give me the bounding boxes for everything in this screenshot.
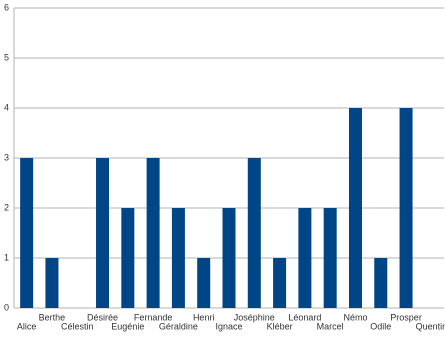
x-tick-label: Léonard	[288, 312, 321, 322]
y-tick-label: 4	[4, 102, 9, 112]
bar	[247, 158, 261, 308]
x-tick-label: Némo	[343, 312, 367, 322]
x-tick-label: Ignace	[215, 321, 242, 331]
y-tick-label: 1	[4, 252, 9, 262]
bar	[20, 158, 34, 308]
y-tick-label: 5	[4, 52, 9, 62]
bar	[121, 208, 135, 308]
x-tick-label: Alice	[17, 321, 37, 331]
x-tick-label: Célestin	[61, 321, 94, 331]
x-tick-label: Fernande	[134, 312, 173, 322]
x-tick-label: Quentin	[416, 321, 445, 331]
bar	[374, 258, 388, 308]
x-tick-label: Joséphine	[234, 312, 275, 322]
bar	[298, 208, 312, 308]
y-tick-label: 0	[4, 302, 9, 312]
bar	[96, 158, 110, 308]
y-tick-label: 2	[4, 202, 9, 212]
y-tick-label: 6	[4, 2, 9, 12]
x-tick-label: Kléber	[267, 321, 293, 331]
x-tick-label: Désirée	[87, 312, 118, 322]
x-tick-label: Eugénie	[111, 321, 144, 331]
bar	[222, 208, 236, 308]
bar	[171, 208, 185, 308]
bar	[146, 158, 160, 308]
x-tick-label: Odile	[370, 321, 391, 331]
x-tick-label: Henri	[193, 312, 215, 322]
bar	[323, 208, 337, 308]
bar	[197, 258, 211, 308]
bar	[399, 108, 413, 308]
bar	[348, 108, 362, 308]
x-tick-label: Prosper	[390, 312, 422, 322]
y-tick-label: 3	[4, 152, 9, 162]
x-tick-label: Marcel	[317, 321, 344, 331]
x-tick-label: Géraldine	[159, 321, 198, 331]
bar	[273, 258, 287, 308]
x-tick-label: Berthe	[39, 312, 66, 322]
bar	[45, 258, 59, 308]
